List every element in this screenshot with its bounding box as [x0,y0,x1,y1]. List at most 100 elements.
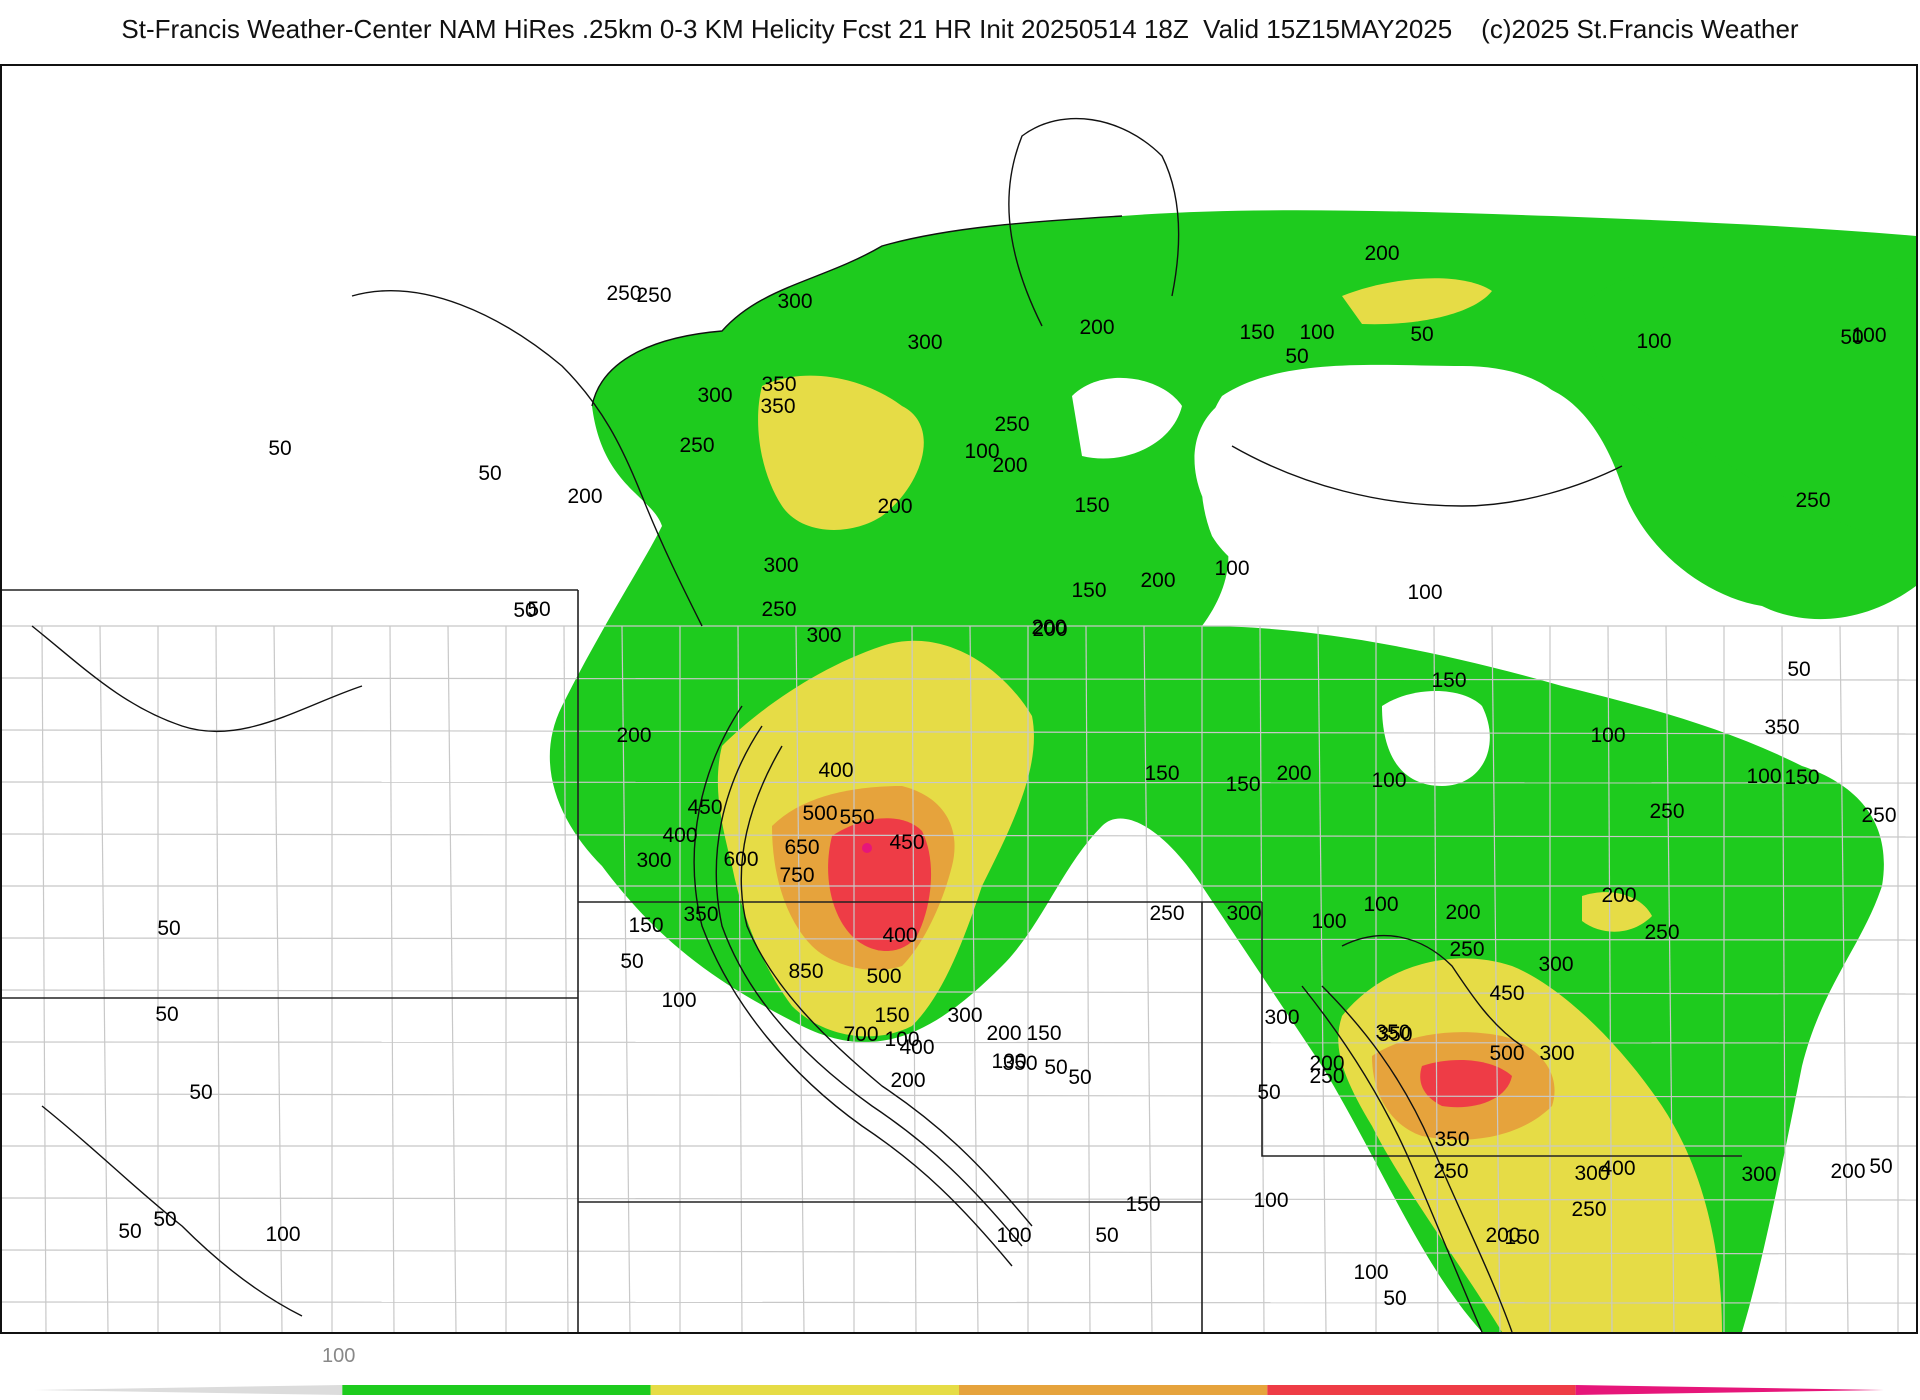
color-legend: 100 [0,1345,1920,1400]
contour-label: 100 [265,1223,300,1246]
contour-label: 200 [1079,316,1114,339]
county-line-h [2,1093,1916,1098]
legend-segment-yellow [650,1385,959,1395]
contour-label: 50 [1257,1081,1280,1104]
state-county-boundaries [2,625,1916,1332]
contour-line-1 [693,705,1013,1267]
county-line-v [447,625,457,1332]
map-area[interactable]: 250 300 350 300 350 300 250 200 200 150 100 50 100 50… [0,64,1918,1334]
contour-label: 100 [1253,1189,1288,1212]
contour-label: 250 [1644,921,1679,944]
contour-label: 150 [1431,669,1466,692]
contour-label: 100 [1353,1261,1388,1284]
contour-label: 450 [1489,982,1524,1005]
county-line-v [99,625,109,1332]
contour-label: 100 [1371,769,1406,792]
contour-label: 100 [964,440,999,463]
contour-label: 100 [661,989,696,1012]
contour-label: 150 [1239,321,1274,344]
contour-label: 500 [802,802,837,825]
contour-label: 300 [907,331,942,354]
contour-label: 200 [1445,901,1480,924]
county-line-h [2,1301,1916,1304]
contour-label: 300 [1539,1042,1574,1065]
contour-label: 350 [1375,1021,1410,1044]
contour-label: 500 [1489,1042,1524,1065]
county-line-v [1143,625,1153,1332]
contour-label: 600 [723,848,758,871]
contour-label: 100 [884,1028,919,1051]
helicity-fill-layer [549,210,1916,1332]
contour-label: 250 [1795,489,1830,512]
contour-label: 50 [1095,1224,1118,1247]
contour-label: 50 [157,917,180,940]
contour-label: 100 [1407,581,1442,604]
contour-label: 200 [1309,1052,1344,1075]
helicity-contours [31,117,1623,1332]
contour-label: 200 [1364,242,1399,265]
contour-label: 250 [1571,1198,1606,1221]
contour-label: 300 [697,384,732,407]
contour-label: 50 [268,437,291,460]
county-line-h [2,1249,1916,1255]
contour-label: 150 [874,1004,909,1027]
contour-label: 100 [1311,910,1346,933]
contour-label: 200 [1830,1160,1865,1183]
contour-label: 100 [991,1050,1026,1073]
county-line-v [1433,625,1439,1332]
yellow-band-3 [1342,278,1492,325]
contour-label: 350 [761,373,796,396]
contour-label: 50 [620,950,643,973]
contour-label: 100 [996,1224,1031,1247]
contour-label: 100 [1299,321,1334,344]
contour-label: 150 [628,914,663,937]
contour-line-5 [1301,985,1483,1332]
contour-label: 200 [616,724,651,747]
contour-label: 50 [478,462,501,485]
contour-label: 200 [1031,616,1066,639]
county-line-h [2,989,1916,995]
contour-label: 50 [1410,323,1433,346]
county-line-v [1607,625,1613,1332]
contour-label: 50 [1840,326,1863,349]
county-line-v [969,625,979,1332]
county-line-h [2,677,1916,681]
contour-label: 50 [1869,1155,1892,1178]
contour-label: 250 [1861,804,1896,827]
yellow-band-0 [758,375,924,530]
contour-label: 300 [1538,953,1573,976]
contour-label: 200 [890,1069,925,1092]
contour-label: 100 [1214,557,1249,580]
contour-label: 100 [1590,724,1625,747]
green-band-1 [1582,262,1916,546]
contour-label: 250 [1433,1160,1468,1183]
contour-label: 300 [806,624,841,647]
contour-label: 350 [1377,1023,1412,1046]
contour-label: 250 [636,284,671,307]
contour-label: 150 [1071,579,1106,602]
contour-line-6 [1341,934,1523,1047]
contour-label: 150 [1125,1193,1160,1216]
county-line-v [621,625,631,1332]
contour-label: 100 [1636,330,1671,353]
contour-label: 500 [866,965,901,988]
contour-label: 250 [1149,902,1184,925]
contour-label: 200 [986,1022,1021,1045]
contour-label: 200 [1601,884,1636,907]
contour-label: 550 [839,806,874,829]
no-fill-region-2 [1382,691,1490,786]
contour-label: 400 [818,759,853,782]
contour-label: 50 [1383,1287,1406,1310]
contour-label: 200 [1032,618,1067,641]
contour-label: 200 [877,495,912,518]
contour-label: 250 [1449,938,1484,961]
contour-label: 200 [567,485,602,508]
contour-label: 50 [189,1081,212,1104]
contour-label: 150 [1074,494,1109,517]
contour-line-10 [1231,445,1623,507]
contour-label: 250 [1309,1065,1344,1088]
contour-label: 50 [153,1208,176,1231]
county-line-h [2,833,1916,838]
contour-label: 100 [1746,765,1781,788]
